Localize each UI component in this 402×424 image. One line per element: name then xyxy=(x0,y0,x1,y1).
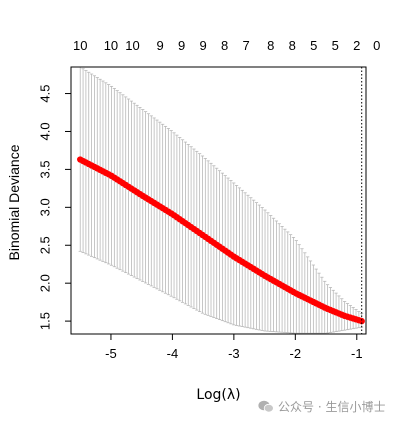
error-bar xyxy=(243,192,247,328)
wechat-icon xyxy=(258,400,274,413)
top-axis-label: 8 xyxy=(267,38,274,53)
x-tick-label: -4 xyxy=(167,346,179,361)
error-bar xyxy=(271,217,276,333)
error-bar xyxy=(249,197,253,329)
y-tick-label: 3.5 xyxy=(38,160,53,178)
error-bar xyxy=(269,215,273,332)
top-axis-label: 10 xyxy=(73,38,87,53)
x-tick-label: -5 xyxy=(105,346,117,361)
top-axis-label: 9 xyxy=(200,38,207,53)
error-bar xyxy=(280,226,284,333)
error-bar xyxy=(291,236,296,334)
error-bar xyxy=(297,244,301,334)
y-tick-label: 1.5 xyxy=(38,312,53,330)
y-axis-label: Binomial Deviance xyxy=(6,144,22,260)
plot-frame xyxy=(70,66,367,335)
error-bar xyxy=(263,209,267,332)
top-axis-nonzero-counts: 10 10 10 9 9 9 8 7 8 8 5 5 2 0 xyxy=(73,38,380,53)
y-tick-label: 2.0 xyxy=(38,274,53,292)
mean-point xyxy=(358,317,365,325)
error-bar xyxy=(300,248,304,334)
x-tick-label: -2 xyxy=(290,346,302,361)
top-axis-label: 5 xyxy=(310,38,317,53)
error-bar xyxy=(252,199,256,330)
error-bar xyxy=(289,234,293,334)
error-bar xyxy=(294,240,298,334)
x-axis-label: Log(λ) xyxy=(196,387,240,403)
top-axis-label: 10 xyxy=(125,38,139,53)
y-tick-label: 4.0 xyxy=(38,122,53,140)
watermark: 公众号 · 生信小博士 xyxy=(258,398,385,415)
x-axis: -5 -4 -3 -2 -1 xyxy=(105,334,363,361)
y-tick-label: 2.5 xyxy=(38,236,53,254)
mean-deviance-points xyxy=(77,156,365,325)
top-axis-label: 7 xyxy=(243,38,250,53)
error-bars xyxy=(78,66,364,334)
x-tick-label: -3 xyxy=(228,346,240,361)
error-bar xyxy=(283,228,287,333)
error-bar xyxy=(260,207,264,331)
error-bar xyxy=(266,212,270,332)
error-bar xyxy=(254,202,259,330)
error-bar xyxy=(274,220,279,333)
error-bar xyxy=(303,252,307,334)
y-tick-label: 3.0 xyxy=(38,198,53,216)
top-axis-label: 8 xyxy=(289,38,296,53)
x-tick-label: -1 xyxy=(351,346,363,361)
top-axis-label: 9 xyxy=(178,38,185,53)
top-axis-label: 10 xyxy=(104,38,118,53)
top-axis-label: 5 xyxy=(332,38,339,53)
top-axis-label: 8 xyxy=(221,38,228,53)
error-bar xyxy=(308,260,313,334)
error-bar xyxy=(277,223,281,333)
error-bar xyxy=(257,204,261,331)
error-bar xyxy=(306,256,310,334)
top-axis-label: 2 xyxy=(353,38,360,53)
y-axis: 1.5 2.0 2.5 3.0 3.5 4.0 4.5 xyxy=(38,85,71,330)
error-bar xyxy=(246,194,250,329)
watermark-text: 公众号 · 生信小博士 xyxy=(278,400,386,414)
error-bar xyxy=(240,189,244,327)
error-bar xyxy=(286,231,290,334)
top-axis-label: 9 xyxy=(156,38,163,53)
y-tick-label: 4.5 xyxy=(38,85,53,103)
top-axis-label: 0 xyxy=(373,38,380,53)
